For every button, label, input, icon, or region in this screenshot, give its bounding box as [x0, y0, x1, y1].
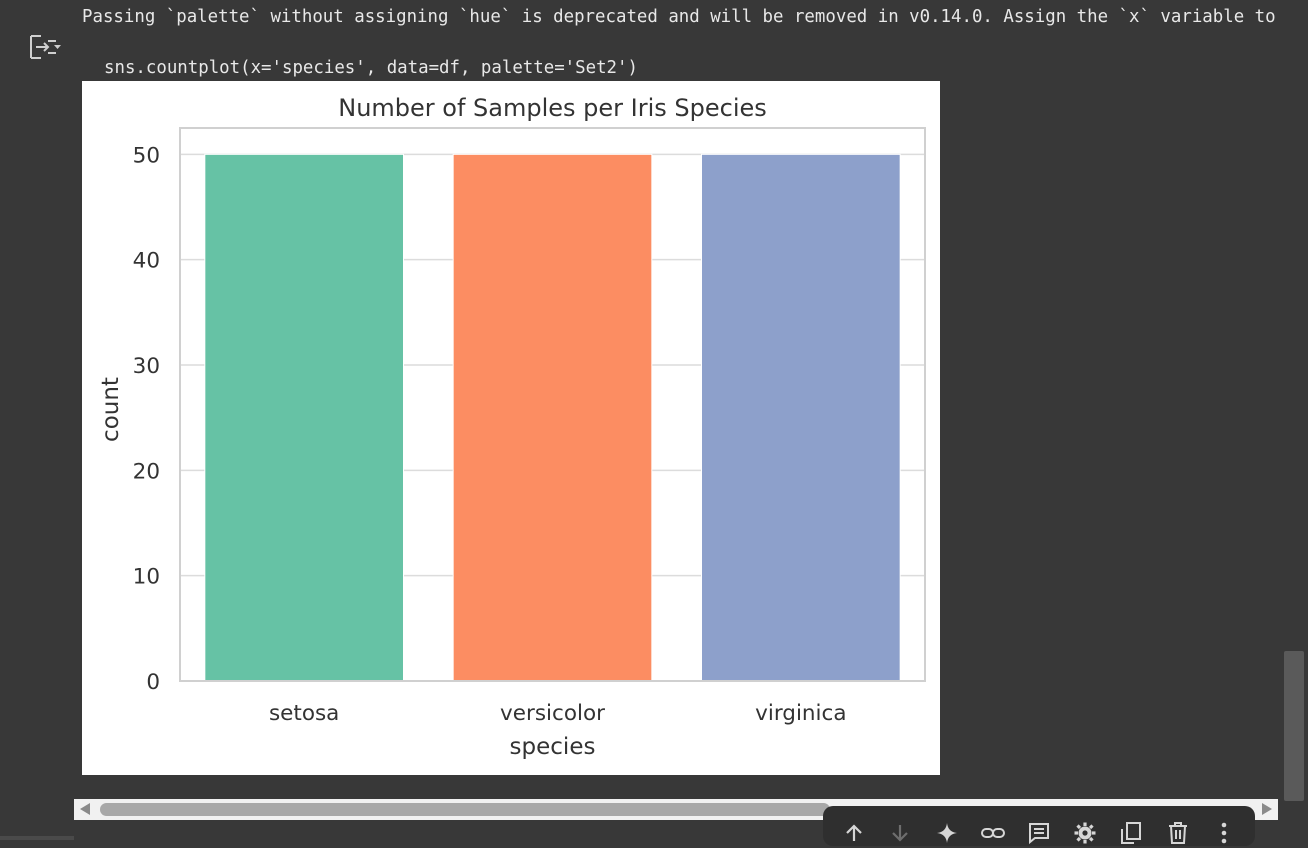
bar-virginica — [701, 153, 901, 682]
arrow-down-icon[interactable] — [885, 818, 915, 848]
y-tick-label: 10 — [133, 565, 160, 590]
deprecation-warning-text: Passing `palette` without assigning `hue… — [82, 7, 1276, 27]
more-vert-icon[interactable] — [1209, 818, 1239, 848]
x-tick-label: setosa — [269, 701, 339, 726]
x-axis-label: species — [510, 734, 596, 760]
scroll-left-arrow-icon[interactable] — [80, 803, 90, 815]
output-toggle-icon[interactable] — [28, 32, 62, 62]
bottom-divider — [0, 836, 74, 840]
bar-setosa — [204, 153, 405, 682]
vertical-scroll-thumb[interactable] — [1284, 651, 1304, 801]
cell-toolbar — [823, 806, 1255, 846]
y-tick-label: 30 — [133, 354, 160, 379]
y-tick-label: 40 — [133, 249, 160, 274]
link-icon[interactable] — [978, 818, 1008, 848]
trash-icon[interactable] — [1163, 818, 1193, 848]
sparkle-icon[interactable] — [932, 818, 962, 848]
arrow-up-icon[interactable] — [839, 818, 869, 848]
y-tick-label: 50 — [133, 143, 160, 168]
countplot-figure: setosa versicolor virginica 0 10 20 30 40 50 Numb… — [82, 81, 940, 775]
y-tick-label: 20 — [133, 459, 160, 484]
bar-versicolor — [452, 153, 653, 682]
scroll-right-arrow-icon[interactable] — [1262, 803, 1272, 815]
plot-frame — [179, 127, 926, 682]
x-tick-label: versicolor — [500, 701, 605, 726]
y-tick-label: 0 — [146, 670, 160, 695]
y-axis-label: count — [98, 377, 124, 442]
gear-icon[interactable] — [1070, 818, 1100, 848]
x-tick-label: virginica — [755, 701, 846, 726]
mirror-cell-icon[interactable] — [1116, 818, 1146, 848]
warning-source-code-line: sns.countplot(x='species', data=df, pale… — [104, 58, 638, 78]
comment-icon[interactable] — [1024, 818, 1054, 848]
countplot-chart: setosa versicolor virginica 0 10 20 30 40 50 Numb… — [98, 94, 926, 760]
horizontal-scroll-thumb[interactable] — [100, 803, 830, 816]
chart-title: Number of Samples per Iris Species — [338, 94, 767, 122]
